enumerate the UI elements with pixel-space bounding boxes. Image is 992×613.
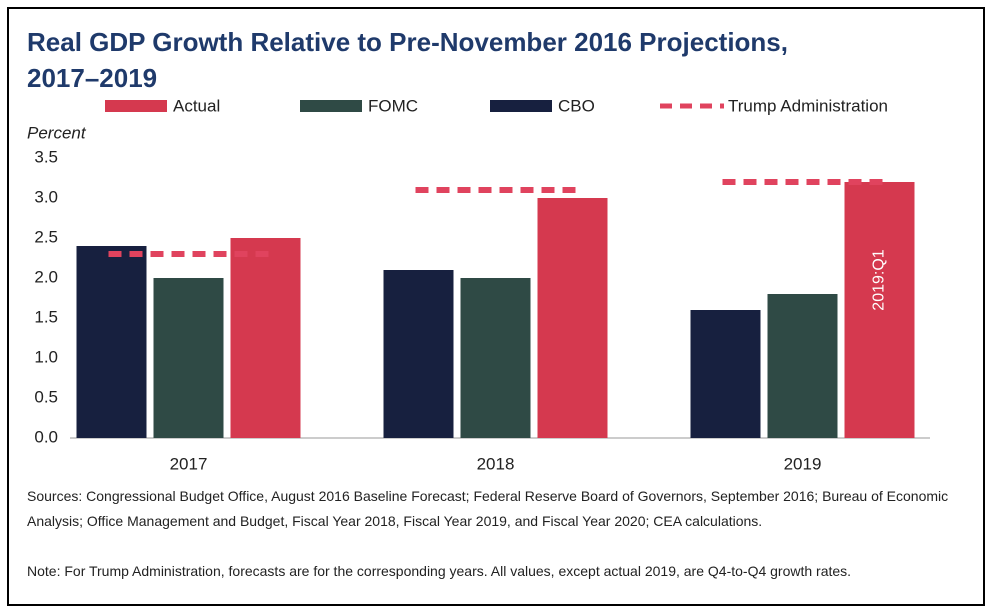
- sources: Sources: Congressional Budget Office, Au…: [27, 488, 949, 529]
- bar: [844, 182, 915, 438]
- bar: [537, 198, 608, 438]
- y-tick-label: 0.5: [34, 387, 58, 406]
- bar: [230, 238, 301, 438]
- y-tick-label: 3.5: [34, 147, 58, 166]
- legend-label: Trump Administration: [728, 96, 888, 115]
- x-tick-label: 2018: [477, 454, 515, 473]
- y-axis-label: Percent: [27, 123, 87, 142]
- legend-label: FOMC: [368, 96, 418, 115]
- legend-swatch: [105, 100, 167, 112]
- y-tick-label: 0.0: [34, 427, 58, 446]
- y-tick-label: 2.0: [34, 267, 58, 286]
- annotation: 2019:Q1: [871, 249, 888, 310]
- bar: [460, 278, 531, 438]
- chart-title: Real GDP Growth Relative to Pre-November…: [27, 27, 788, 57]
- bar: [76, 246, 147, 438]
- y-tick-label: 2.5: [34, 227, 58, 246]
- frame: [7, 7, 985, 606]
- y-tick-label: 1.0: [34, 347, 58, 366]
- bar: [767, 294, 838, 438]
- legend-label: CBO: [558, 96, 595, 115]
- note: Note: For Trump Administration, forecast…: [27, 563, 852, 579]
- legend-label: Actual: [173, 96, 220, 115]
- bar: [153, 278, 224, 438]
- y-tick-label: 3.0: [34, 187, 58, 206]
- y-tick-label: 1.5: [34, 307, 58, 326]
- x-tick-label: 2017: [170, 454, 208, 473]
- chart-subtitle: 2017–2019: [27, 63, 157, 93]
- bar: [690, 310, 761, 438]
- legend-swatch: [300, 100, 362, 112]
- bar: [383, 270, 454, 438]
- x-tick-label: 2019: [784, 454, 822, 473]
- legend-swatch: [490, 100, 552, 112]
